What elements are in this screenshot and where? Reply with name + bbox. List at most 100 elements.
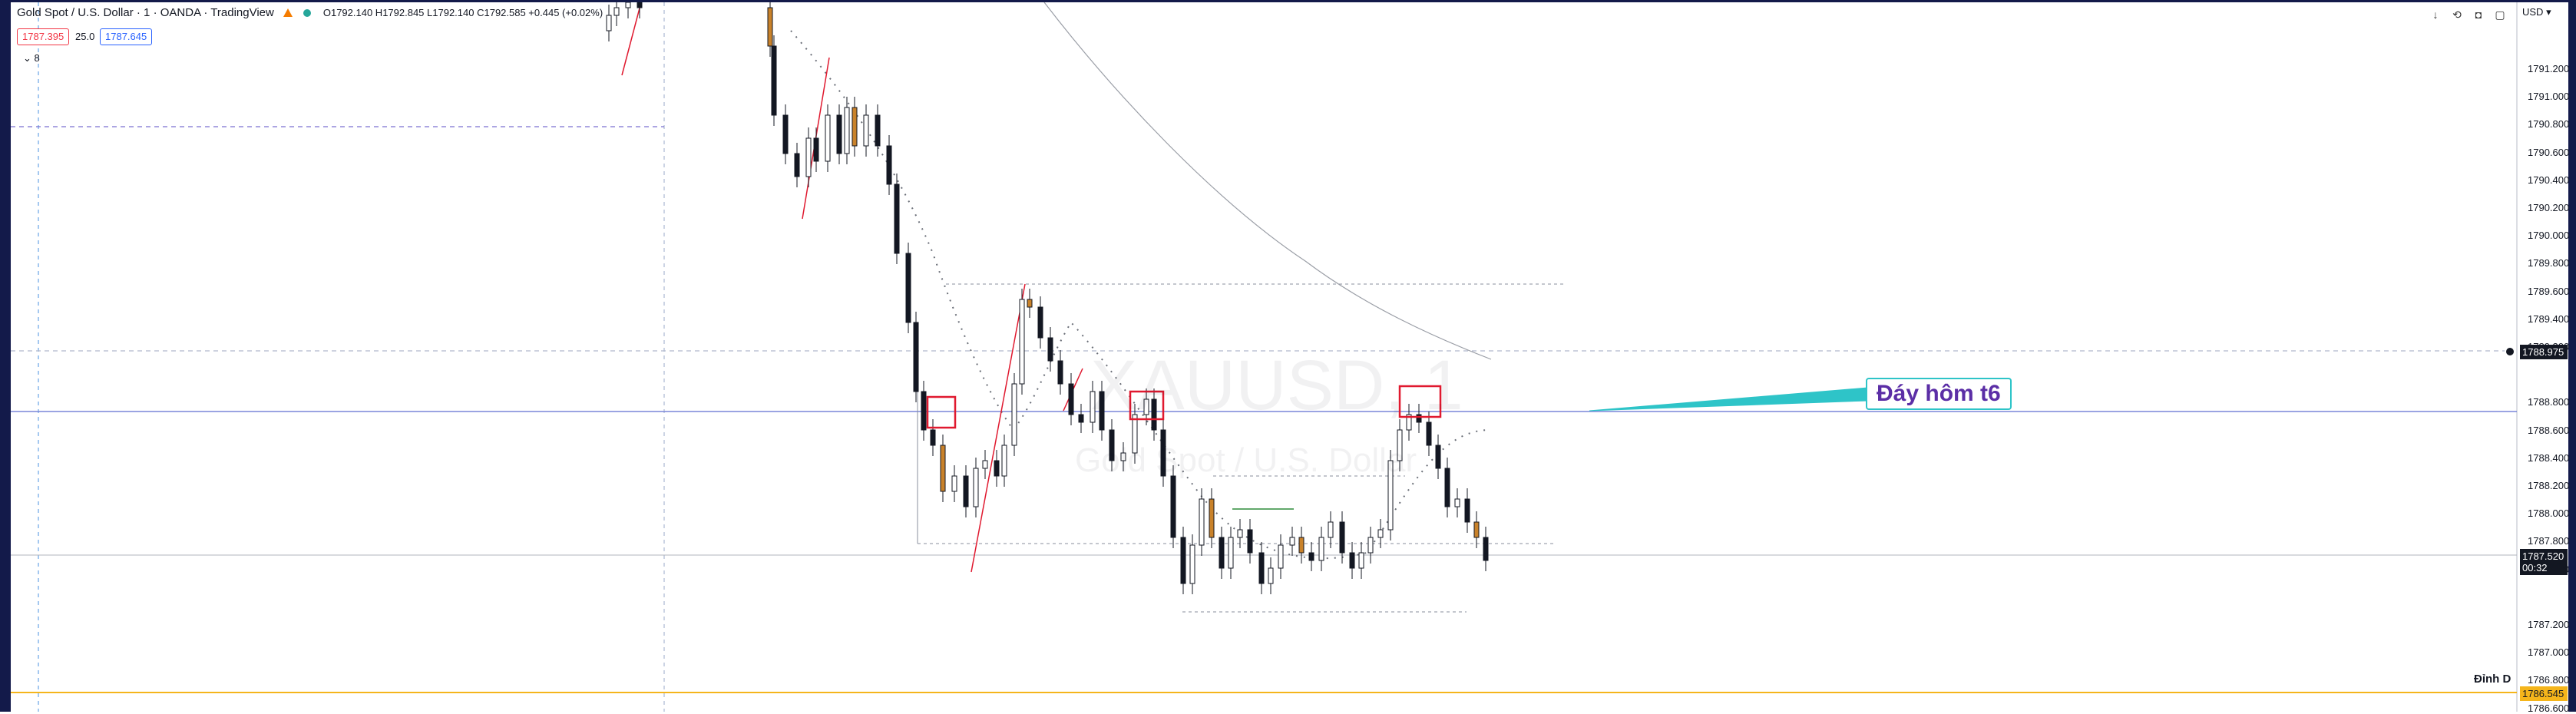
candle-body <box>1318 537 1324 561</box>
spread-value: 25.0 <box>75 31 95 42</box>
candlestick-series[interactable] <box>606 2 1489 594</box>
day-low-callout[interactable]: Đáy hôm t6 <box>1866 378 2012 410</box>
warning-icon[interactable] <box>283 8 293 17</box>
price-axis-label: 1788.000 <box>2528 507 2570 520</box>
candle-body <box>894 183 900 254</box>
candle-body <box>1068 383 1074 415</box>
candle-body <box>1132 414 1138 454</box>
candle-body <box>1367 537 1374 554</box>
candle-body <box>913 322 919 392</box>
candle-body <box>1011 383 1017 446</box>
chevron-down-icon: ▾ <box>2543 6 2551 18</box>
candle-body <box>1289 537 1295 546</box>
candle-body <box>905 253 911 323</box>
candle-body <box>1278 544 1284 569</box>
candle-body <box>1151 398 1157 431</box>
candle-body <box>1160 429 1166 477</box>
price-axis-label: 1787.200 <box>2528 619 2570 630</box>
candle-body <box>1444 468 1450 507</box>
candle-body <box>1268 567 1274 584</box>
fullscreen-icon[interactable]: ▢ <box>2495 8 2505 21</box>
window-frame-left <box>0 0 11 712</box>
price-axis-label: 1790.600 <box>2528 146 2570 158</box>
camera-icon[interactable]: ◘ <box>2475 8 2482 21</box>
highlight-box[interactable] <box>926 395 957 429</box>
candle-body <box>921 391 927 431</box>
candle-body <box>836 114 842 154</box>
candle-body <box>1099 391 1105 431</box>
price-axis-label: 1786.600 <box>2528 702 2570 714</box>
candle-body <box>1349 552 1355 569</box>
candle-body <box>1483 537 1489 561</box>
candle-body <box>1219 537 1225 569</box>
candle-body <box>1358 552 1364 569</box>
candle-body <box>1464 498 1470 523</box>
chart-toolbar: ↓ ⟲ ◘ ▢ <box>2429 8 2507 21</box>
candle-body <box>1454 498 1460 507</box>
candle-body <box>1377 529 1384 538</box>
candle-body <box>1435 445 1441 469</box>
undo-icon[interactable]: ⟲ <box>2452 8 2462 21</box>
symbol-watermark: XAUUSD, 1 <box>1090 346 1463 425</box>
candle-body <box>940 445 946 492</box>
buy-price-button[interactable]: 1787.645 <box>100 28 153 45</box>
candle-body <box>1339 521 1345 554</box>
candle-body <box>982 460 988 469</box>
ohlc-values: O1792.140 H1792.845 L1792.140 C1792.585 … <box>322 7 603 18</box>
candle-body <box>813 137 819 162</box>
candle-body <box>825 114 831 162</box>
candle-body <box>1209 498 1215 538</box>
candle-body <box>1189 544 1195 584</box>
yellow-line-price-badge: 1786.545 <box>2520 686 2568 701</box>
candle-body <box>1228 537 1234 569</box>
arrow-down-icon[interactable]: ↓ <box>2432 8 2439 21</box>
market-status-icon <box>303 8 311 17</box>
window-frame-right <box>2568 0 2576 712</box>
candle-body <box>1047 337 1053 362</box>
candle-body <box>1308 552 1314 561</box>
symbol-title[interactable]: Gold Spot / U.S. Dollar · 1 · OANDA · Tr… <box>17 6 274 19</box>
highlight-box[interactable] <box>1398 385 1442 418</box>
price-axis-label: 1790.000 <box>2528 230 2570 242</box>
candle-body <box>875 114 881 147</box>
price-chart[interactable] <box>11 2 2568 712</box>
candle-body <box>1258 552 1265 584</box>
candle-body <box>1019 299 1025 385</box>
candle-body <box>1027 299 1033 308</box>
candle-body <box>1170 475 1176 538</box>
candle-body <box>637 2 643 8</box>
moving-average-line <box>1043 2 1492 360</box>
candle-body <box>1406 414 1412 431</box>
name-watermark: Gold Spot / U.S. Dollar <box>1075 441 1417 479</box>
candle-body <box>994 460 1000 477</box>
indicator-collapse-toggle[interactable]: ⌄ 8 <box>23 52 40 64</box>
candle-body <box>1247 529 1253 554</box>
currency-selector[interactable]: USD ▾ <box>2522 6 2551 18</box>
candle-body <box>1001 445 1007 477</box>
candle-body <box>767 7 773 47</box>
candle-body <box>1416 414 1422 423</box>
candle-body <box>771 45 777 116</box>
price-axis-label: 1787.000 <box>2528 646 2570 659</box>
price-axis-label: 1790.800 <box>2528 118 2570 131</box>
last-price-badge: 1787.520 00:32 <box>2520 549 2568 575</box>
candle-body <box>1237 529 1243 538</box>
price-axis-label: 1791.000 <box>2528 91 2570 103</box>
candle-body <box>1109 429 1115 461</box>
candle-body <box>1426 421 1432 446</box>
candle-body <box>1298 537 1305 554</box>
candle-body <box>1473 521 1480 538</box>
price-axis-label: 1788.800 <box>2528 396 2570 408</box>
window-frame-top <box>0 0 2576 2</box>
price-axis-label: 1788.600 <box>2528 424 2570 436</box>
candle-body <box>625 2 631 8</box>
sell-price-button[interactable]: 1787.395 <box>17 28 70 45</box>
price-axis-label: 1786.800 <box>2528 674 2570 686</box>
candle-body <box>844 107 850 154</box>
highlight-box[interactable] <box>1129 390 1165 421</box>
red-trend-line <box>971 283 1026 573</box>
target-icon[interactable] <box>2505 346 2515 357</box>
indicator-count: 8 <box>34 52 40 64</box>
chart-header: Gold Spot / U.S. Dollar · 1 · OANDA · Tr… <box>17 6 603 19</box>
candle-body <box>1143 398 1149 415</box>
